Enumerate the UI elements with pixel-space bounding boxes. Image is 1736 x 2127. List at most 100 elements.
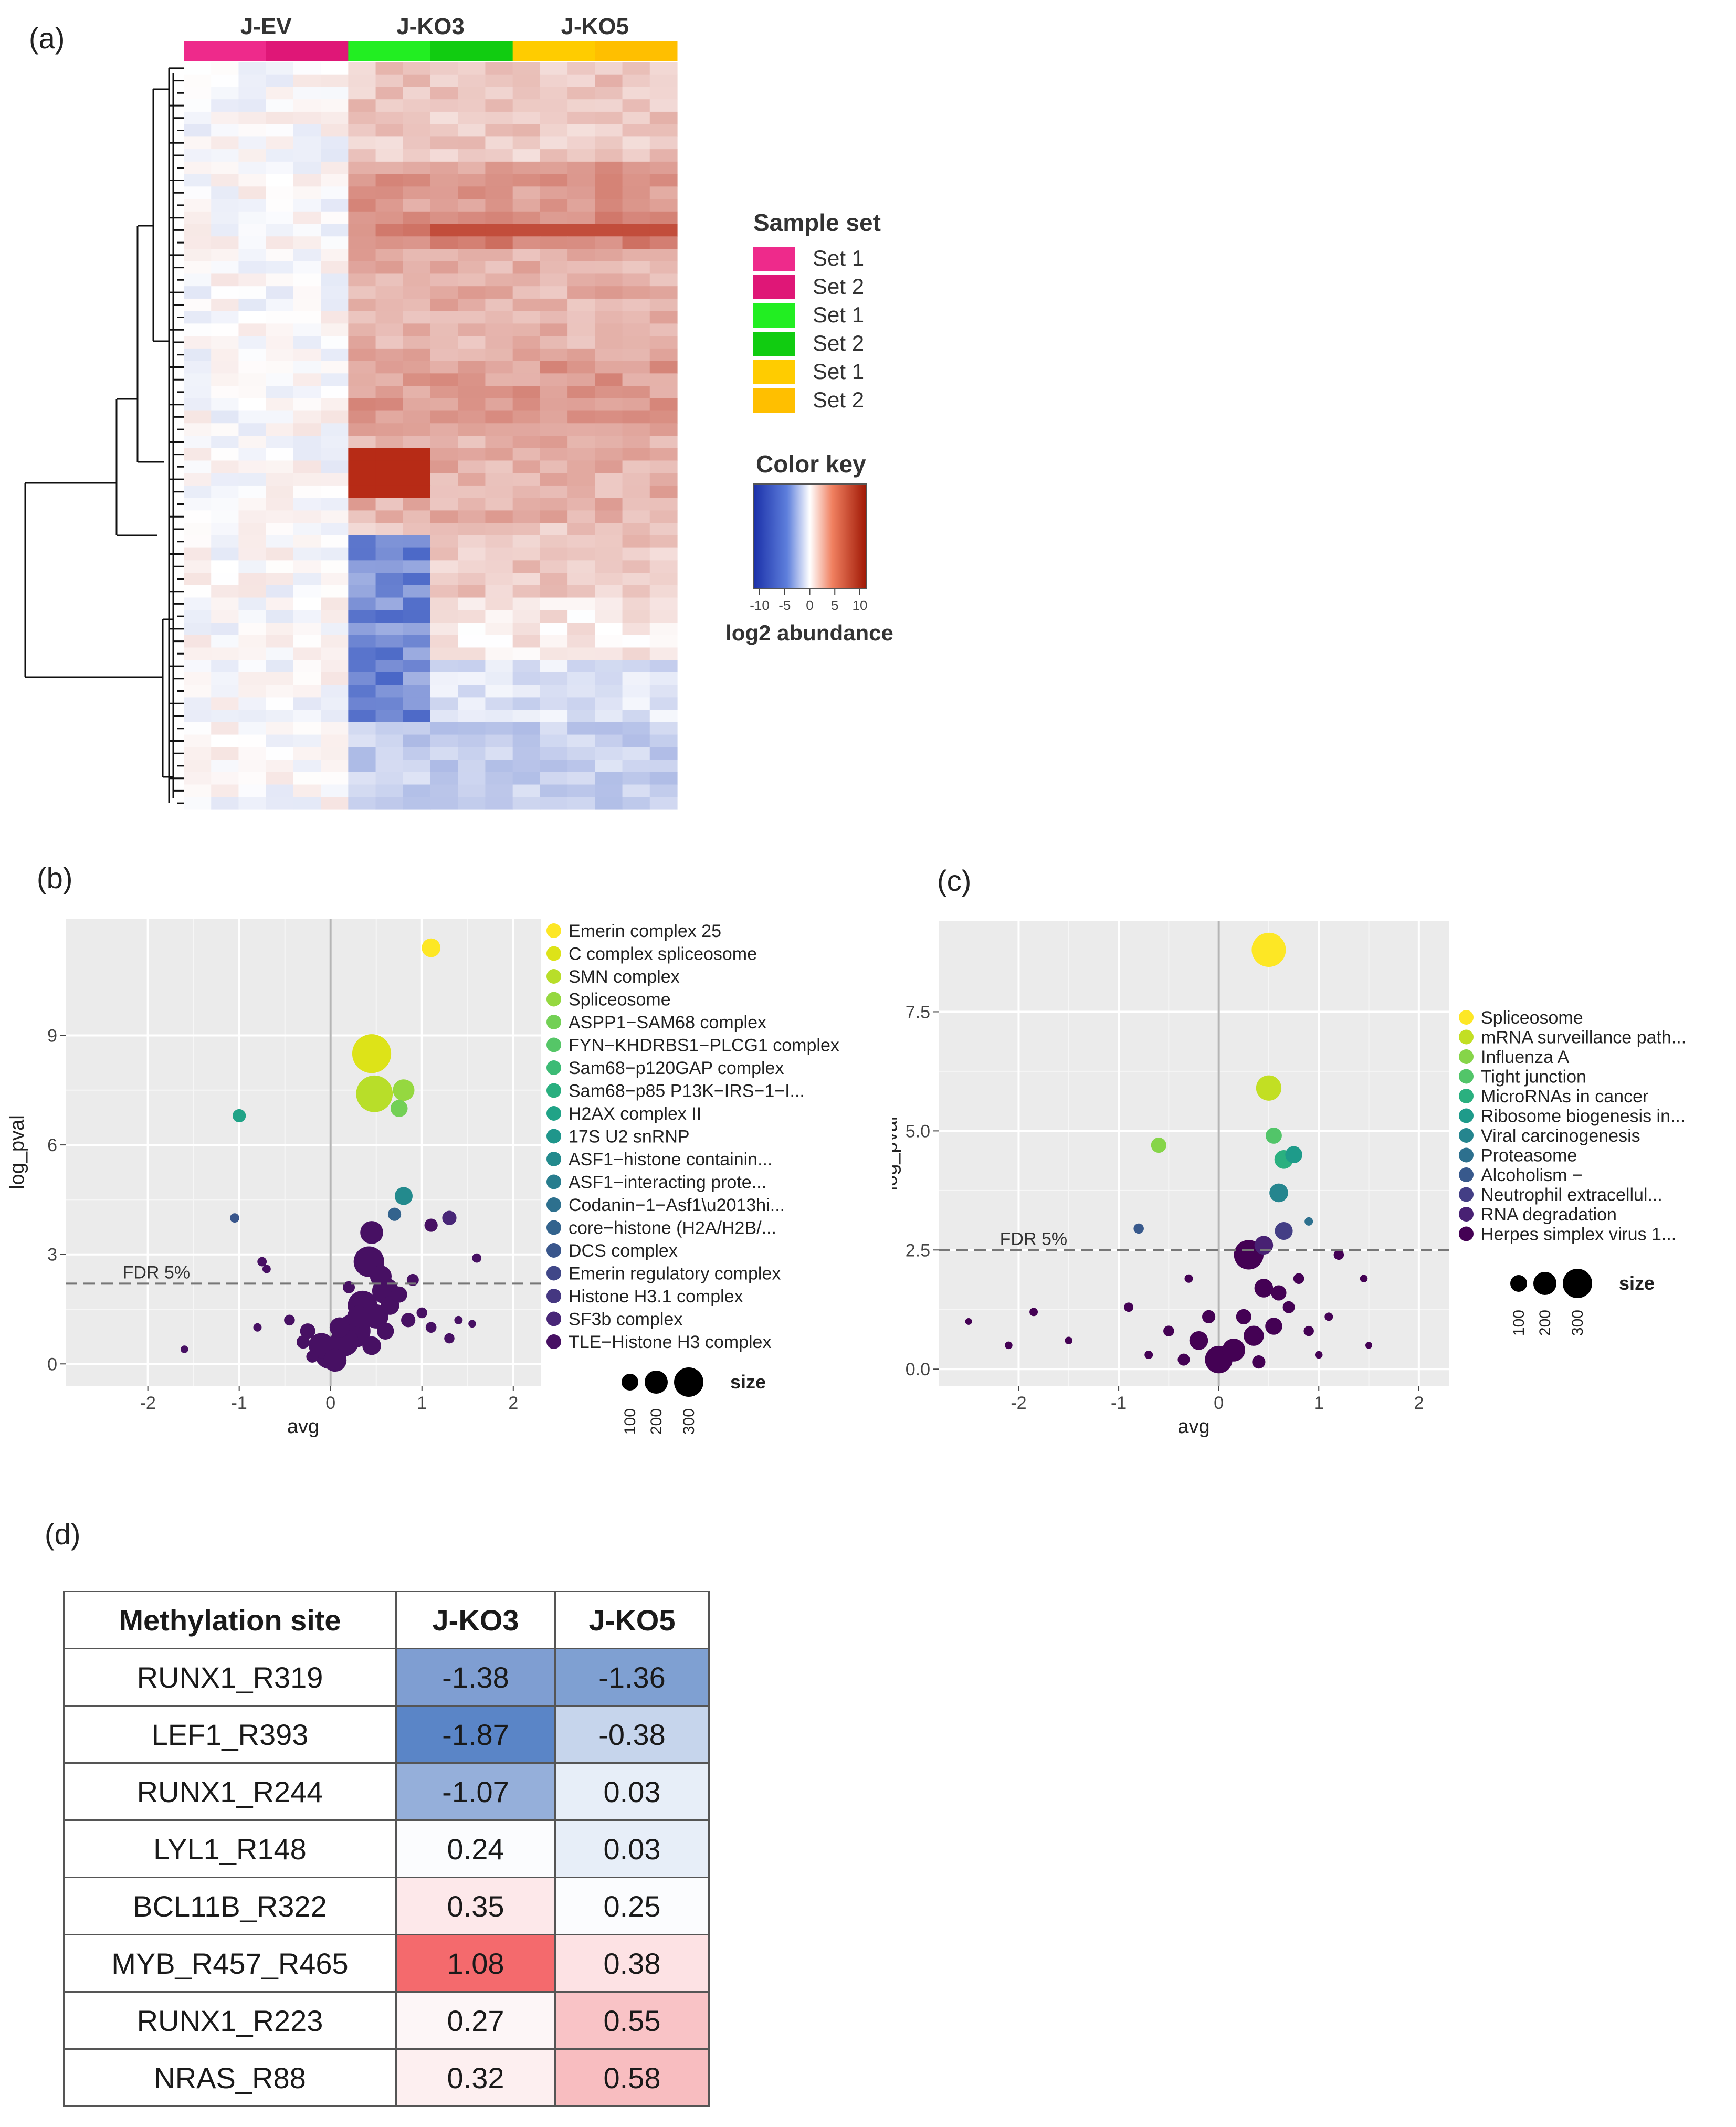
heatmap-cell: [211, 772, 239, 785]
heatmap-cell: [622, 111, 650, 125]
heatmap-cell: [238, 361, 267, 374]
heatmap-cell: [211, 99, 239, 112]
heatmap-cell: [238, 224, 267, 237]
heatmap-cell: [458, 261, 486, 275]
heatmap-cell: [348, 386, 376, 399]
c-legend-label: MicroRNAs in cancer: [1481, 1087, 1648, 1107]
b-legend-swatch: [546, 1060, 561, 1075]
heatmap-cell: [540, 398, 568, 412]
heatmap-cell: [485, 199, 513, 212]
heatmap-cell: [485, 635, 513, 648]
heatmap-cell: [266, 298, 294, 312]
heatmap-cell: [403, 224, 431, 237]
heatmap-cell: [567, 560, 595, 573]
heatmap-cell: [321, 124, 349, 137]
heatmap-cell: [430, 298, 458, 312]
c-tick-label-x: -2: [1011, 1393, 1026, 1413]
sample-set-swatch: [753, 360, 795, 384]
heatmap-cell: [595, 510, 623, 523]
heatmap-cell: [458, 784, 486, 797]
heatmap-cell: [458, 473, 486, 486]
heatmap-cell: [403, 747, 431, 760]
b-legend-swatch: [546, 923, 561, 938]
table-header-row: Methylation site J-KO3 J-KO5: [63, 1591, 710, 1649]
heatmap-cell: [348, 784, 376, 797]
heatmap-cell: [293, 323, 321, 336]
heatmap-cell: [211, 87, 239, 100]
heatmap-cell: [512, 722, 541, 735]
heatmap-cell: [458, 448, 486, 461]
heatmap-cell: [211, 236, 239, 249]
heatmap-cell: [375, 734, 404, 747]
heatmap-cell: [649, 161, 678, 175]
heatmap-cell: [595, 685, 623, 698]
heatmap-cell: [293, 635, 321, 648]
heatmap-cell: [567, 523, 595, 536]
heatmap-cell: [458, 635, 486, 648]
heatmap-cell: [238, 174, 267, 187]
heatmap-cell: [595, 361, 623, 374]
b-point: [296, 1335, 310, 1349]
heatmap-cell: [293, 423, 321, 436]
heatmap-cell: [238, 236, 267, 249]
heatmap-cell: [375, 585, 404, 598]
heatmap-cell: [184, 585, 212, 598]
heatmap-cell: [321, 722, 349, 735]
heatmap-cell: [266, 547, 294, 561]
heatmap-cell: [649, 672, 678, 686]
heatmap-cell: [184, 784, 212, 797]
heatmap-cell: [238, 734, 267, 747]
heatmap-cell: [622, 784, 650, 797]
heatmap-cell: [348, 410, 376, 424]
heatmap-cell: [595, 722, 623, 735]
heatmap-cell: [458, 348, 486, 362]
heatmap-cell: [485, 523, 513, 536]
heatmap-cell: [211, 647, 239, 660]
heatmap-cell: [622, 161, 650, 175]
c-point: [1184, 1274, 1193, 1283]
heatmap-cell: [540, 734, 568, 747]
heatmap-cell: [238, 635, 267, 648]
heatmap-cell: [540, 660, 568, 673]
heatmap-cell: [321, 323, 349, 336]
cell-j-ko3: 0.35: [395, 1877, 556, 1935]
heatmap-cell: [266, 87, 294, 100]
heatmap-cell: [485, 647, 513, 660]
heatmap-cell: [649, 523, 678, 536]
heatmap-cell: [512, 199, 541, 212]
heatmap-cell: [458, 423, 486, 436]
heatmap-cell: [458, 672, 486, 686]
heatmap-cell: [540, 111, 568, 125]
c-tick-label-y: 0.0: [906, 1360, 930, 1380]
heatmap-cell: [649, 348, 678, 362]
b-legend-label: C complex spliceosome: [569, 944, 757, 964]
b-point: [356, 1075, 393, 1112]
heatmap-cell: [211, 685, 239, 698]
table-row: NRAS_R88 0.32 0.58: [63, 2048, 710, 2107]
heatmap-cell: [649, 485, 678, 499]
heatmap-cell: [649, 685, 678, 698]
b-point: [444, 1333, 455, 1344]
heatmap-cell: [485, 722, 513, 735]
heatmap-cell: [321, 398, 349, 412]
heatmap-cell: [321, 410, 349, 424]
heatmap-cell: [649, 410, 678, 424]
b-point: [284, 1314, 295, 1326]
heatmap-cell: [184, 597, 212, 610]
heatmap-cell: [348, 348, 376, 362]
heatmap-cell: [403, 311, 431, 324]
heatmap-cell: [540, 149, 568, 162]
heatmap-cell: [595, 249, 623, 262]
heatmap-cell: [567, 623, 595, 636]
c-point: [1177, 1353, 1190, 1366]
heatmap-cell: [184, 373, 212, 386]
b-point: [416, 1307, 428, 1319]
heatmap-cell: [649, 286, 678, 299]
heatmap-cell: [211, 273, 239, 287]
heatmap-cell: [649, 573, 678, 586]
heatmap-cell: [458, 610, 486, 623]
heatmap-cell: [430, 99, 458, 112]
heatmap-cell: [266, 386, 294, 399]
cell-site: BCL11B_R322: [63, 1877, 397, 1935]
heatmap-cell: [375, 523, 404, 536]
